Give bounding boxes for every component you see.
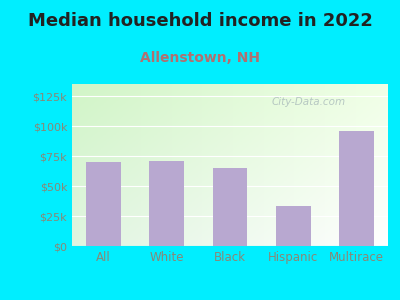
Bar — [86, 162, 121, 246]
Text: City-Data.com: City-Data.com — [272, 97, 346, 107]
Text: Allenstown, NH: Allenstown, NH — [140, 51, 260, 65]
Bar — [339, 131, 374, 246]
Bar — [276, 206, 310, 246]
Bar — [213, 168, 247, 246]
Text: Median household income in 2022: Median household income in 2022 — [28, 12, 372, 30]
Bar — [150, 161, 184, 246]
